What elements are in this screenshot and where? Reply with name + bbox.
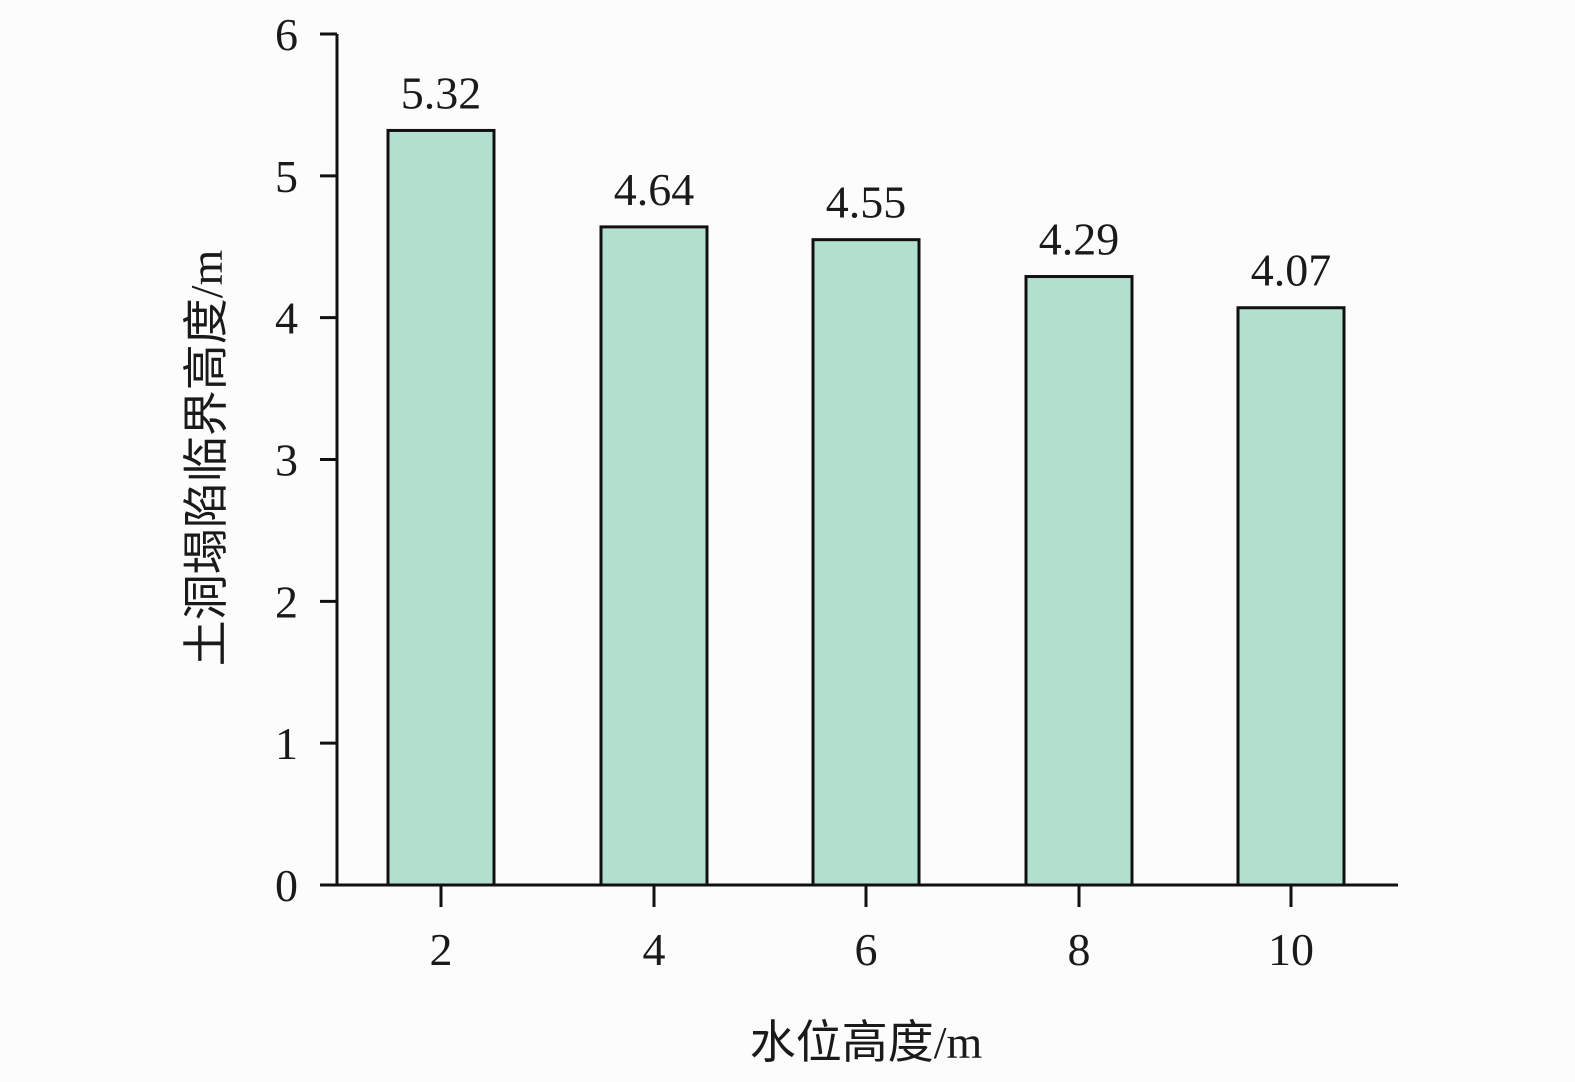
y-tick-label: 5 [275, 151, 298, 202]
x-ticks-group: 2 4 6 8 10 [430, 885, 1314, 975]
x-tick-label: 2 [430, 924, 453, 975]
y-tick-label: 3 [275, 435, 298, 486]
data-labels-group: 5.32 4.64 4.55 4.29 4.07 [401, 67, 1332, 295]
y-ticks-group: 0 1 2 3 4 5 6 [275, 9, 337, 911]
x-tick-label: 4 [643, 924, 666, 975]
y-tick-label: 2 [275, 576, 298, 627]
bar-4 [599, 225, 709, 887]
data-label-10: 4.07 [1251, 245, 1332, 296]
y-axis-label: 土洞塌陷临界高度/m [181, 250, 232, 667]
x-axis-label: 水位高度/m [750, 1017, 983, 1068]
bar-10 [1236, 306, 1346, 887]
x-tick-label: 10 [1268, 924, 1314, 975]
bar-8 [1024, 275, 1134, 887]
y-tick-label: 0 [275, 860, 298, 911]
bar-6 [811, 238, 921, 887]
bar-2 [386, 128, 496, 887]
x-tick-label: 6 [855, 924, 878, 975]
data-label-2: 5.32 [401, 67, 482, 118]
y-tick-label: 1 [275, 718, 298, 769]
data-label-6: 4.55 [826, 177, 907, 228]
data-label-8: 4.29 [1039, 214, 1120, 265]
bars-group [386, 128, 1346, 887]
y-tick-label: 4 [275, 293, 298, 344]
y-tick-label: 6 [275, 9, 298, 60]
data-label-4: 4.64 [614, 164, 695, 215]
x-tick-label: 8 [1068, 924, 1091, 975]
